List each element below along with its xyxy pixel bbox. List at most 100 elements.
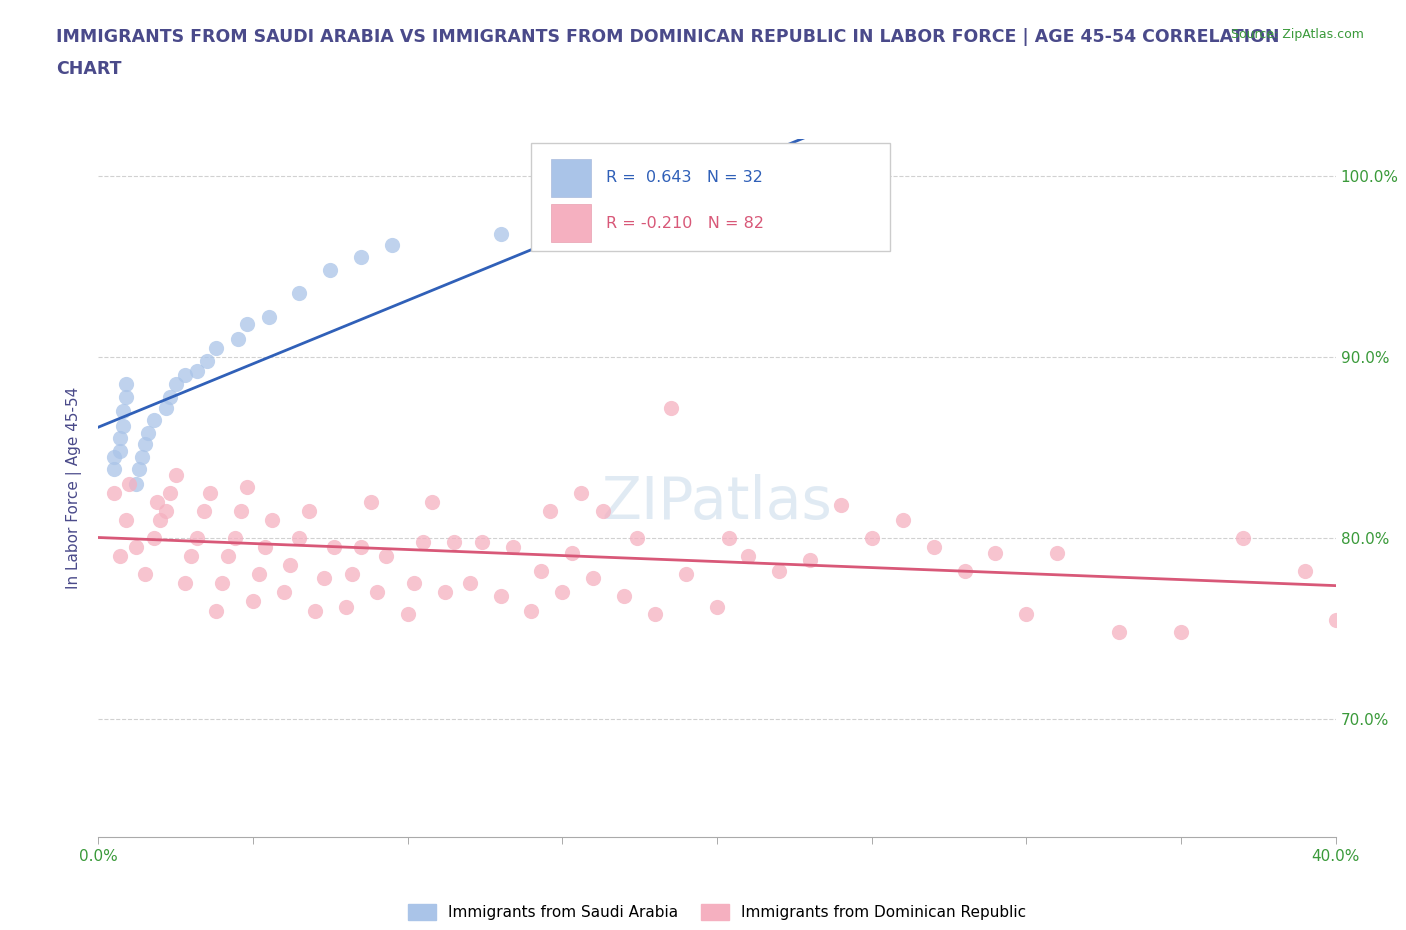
Point (247, 567, 270, 582)
Y-axis label: In Labor Force | Age 45-54: In Labor Force | Age 45-54 (66, 387, 83, 590)
Point (891, 512, 914, 527)
Point (118, 476, 141, 491)
Point (489, 226, 512, 241)
Point (1046, 545, 1069, 560)
FancyBboxPatch shape (551, 204, 591, 243)
Point (1015, 606, 1038, 621)
Legend: Immigrants from Saudi Arabia, Immigrants from Dominican Republic: Immigrants from Saudi Arabia, Immigrants… (408, 904, 1026, 920)
Point (108, 431, 131, 445)
Point (165, 467, 187, 482)
Text: Source: ZipAtlas.com: Source: ZipAtlas.com (1230, 28, 1364, 41)
Point (229, 503, 252, 518)
Point (613, 214, 636, 229)
Point (458, 576, 481, 591)
Point (205, 340, 228, 355)
Point (149, 512, 172, 527)
Point (131, 449, 153, 464)
Point (613, 589, 636, 604)
Point (489, 589, 512, 604)
Point (314, 570, 336, 585)
Point (193, 503, 215, 518)
Point (319, 262, 342, 277)
Point (134, 436, 156, 451)
Point (922, 539, 945, 554)
Point (860, 531, 883, 546)
Point (422, 495, 444, 510)
Point (112, 404, 135, 418)
Point (236, 480, 259, 495)
Point (1170, 625, 1192, 640)
Point (103, 449, 125, 464)
Point (350, 250, 373, 265)
Point (375, 549, 398, 564)
Point (103, 462, 125, 477)
Point (108, 549, 131, 564)
Point (412, 534, 434, 549)
Point (592, 503, 614, 518)
Point (396, 606, 419, 621)
Point (538, 503, 561, 518)
Point (108, 444, 131, 458)
Point (226, 331, 249, 346)
Point (186, 364, 208, 379)
Point (582, 570, 605, 585)
Point (128, 462, 150, 477)
Point (159, 390, 181, 405)
Point (1232, 531, 1254, 546)
Point (706, 600, 728, 615)
Point (830, 498, 852, 513)
Point (768, 564, 790, 578)
Point (143, 531, 166, 546)
Point (298, 503, 321, 518)
Text: ZIPatlas: ZIPatlas (602, 473, 832, 531)
Point (675, 567, 697, 582)
Point (830, 201, 852, 216)
Point (124, 539, 146, 554)
Point (112, 418, 135, 433)
Point (174, 367, 197, 382)
Point (165, 377, 187, 392)
Point (433, 585, 456, 600)
Point (198, 485, 221, 500)
Point (402, 576, 425, 591)
Point (984, 545, 1007, 560)
Point (180, 549, 202, 564)
Text: R =  0.643   N = 32: R = 0.643 N = 32 (606, 170, 762, 185)
Point (626, 531, 648, 546)
Point (530, 564, 553, 578)
Point (520, 603, 543, 618)
Point (278, 558, 301, 573)
Point (217, 549, 239, 564)
Point (124, 476, 146, 491)
Point (502, 539, 524, 554)
Point (561, 545, 583, 560)
Point (304, 603, 326, 618)
Point (211, 576, 233, 591)
Point (569, 485, 592, 500)
Point (224, 531, 246, 546)
Point (115, 512, 138, 527)
Point (254, 539, 277, 554)
Point (103, 485, 125, 500)
Point (288, 286, 311, 301)
Point (260, 512, 283, 527)
Point (335, 600, 357, 615)
Point (350, 539, 373, 554)
Point (242, 594, 264, 609)
Point (340, 567, 363, 582)
Point (134, 567, 156, 582)
Text: IMMIGRANTS FROM SAUDI ARABIA VS IMMIGRANTS FROM DOMINICAN REPUBLIC IN LABOR FORC: IMMIGRANTS FROM SAUDI ARABIA VS IMMIGRAN… (56, 28, 1279, 46)
Point (155, 503, 177, 518)
Point (1324, 612, 1347, 627)
Point (136, 426, 159, 441)
Text: R = -0.210   N = 82: R = -0.210 N = 82 (606, 216, 763, 231)
Point (195, 353, 218, 368)
Point (360, 495, 382, 510)
Point (953, 564, 976, 578)
Point (288, 531, 311, 546)
FancyBboxPatch shape (531, 143, 890, 251)
Point (115, 377, 138, 392)
Point (174, 576, 197, 591)
Point (155, 400, 177, 415)
Point (146, 495, 169, 510)
